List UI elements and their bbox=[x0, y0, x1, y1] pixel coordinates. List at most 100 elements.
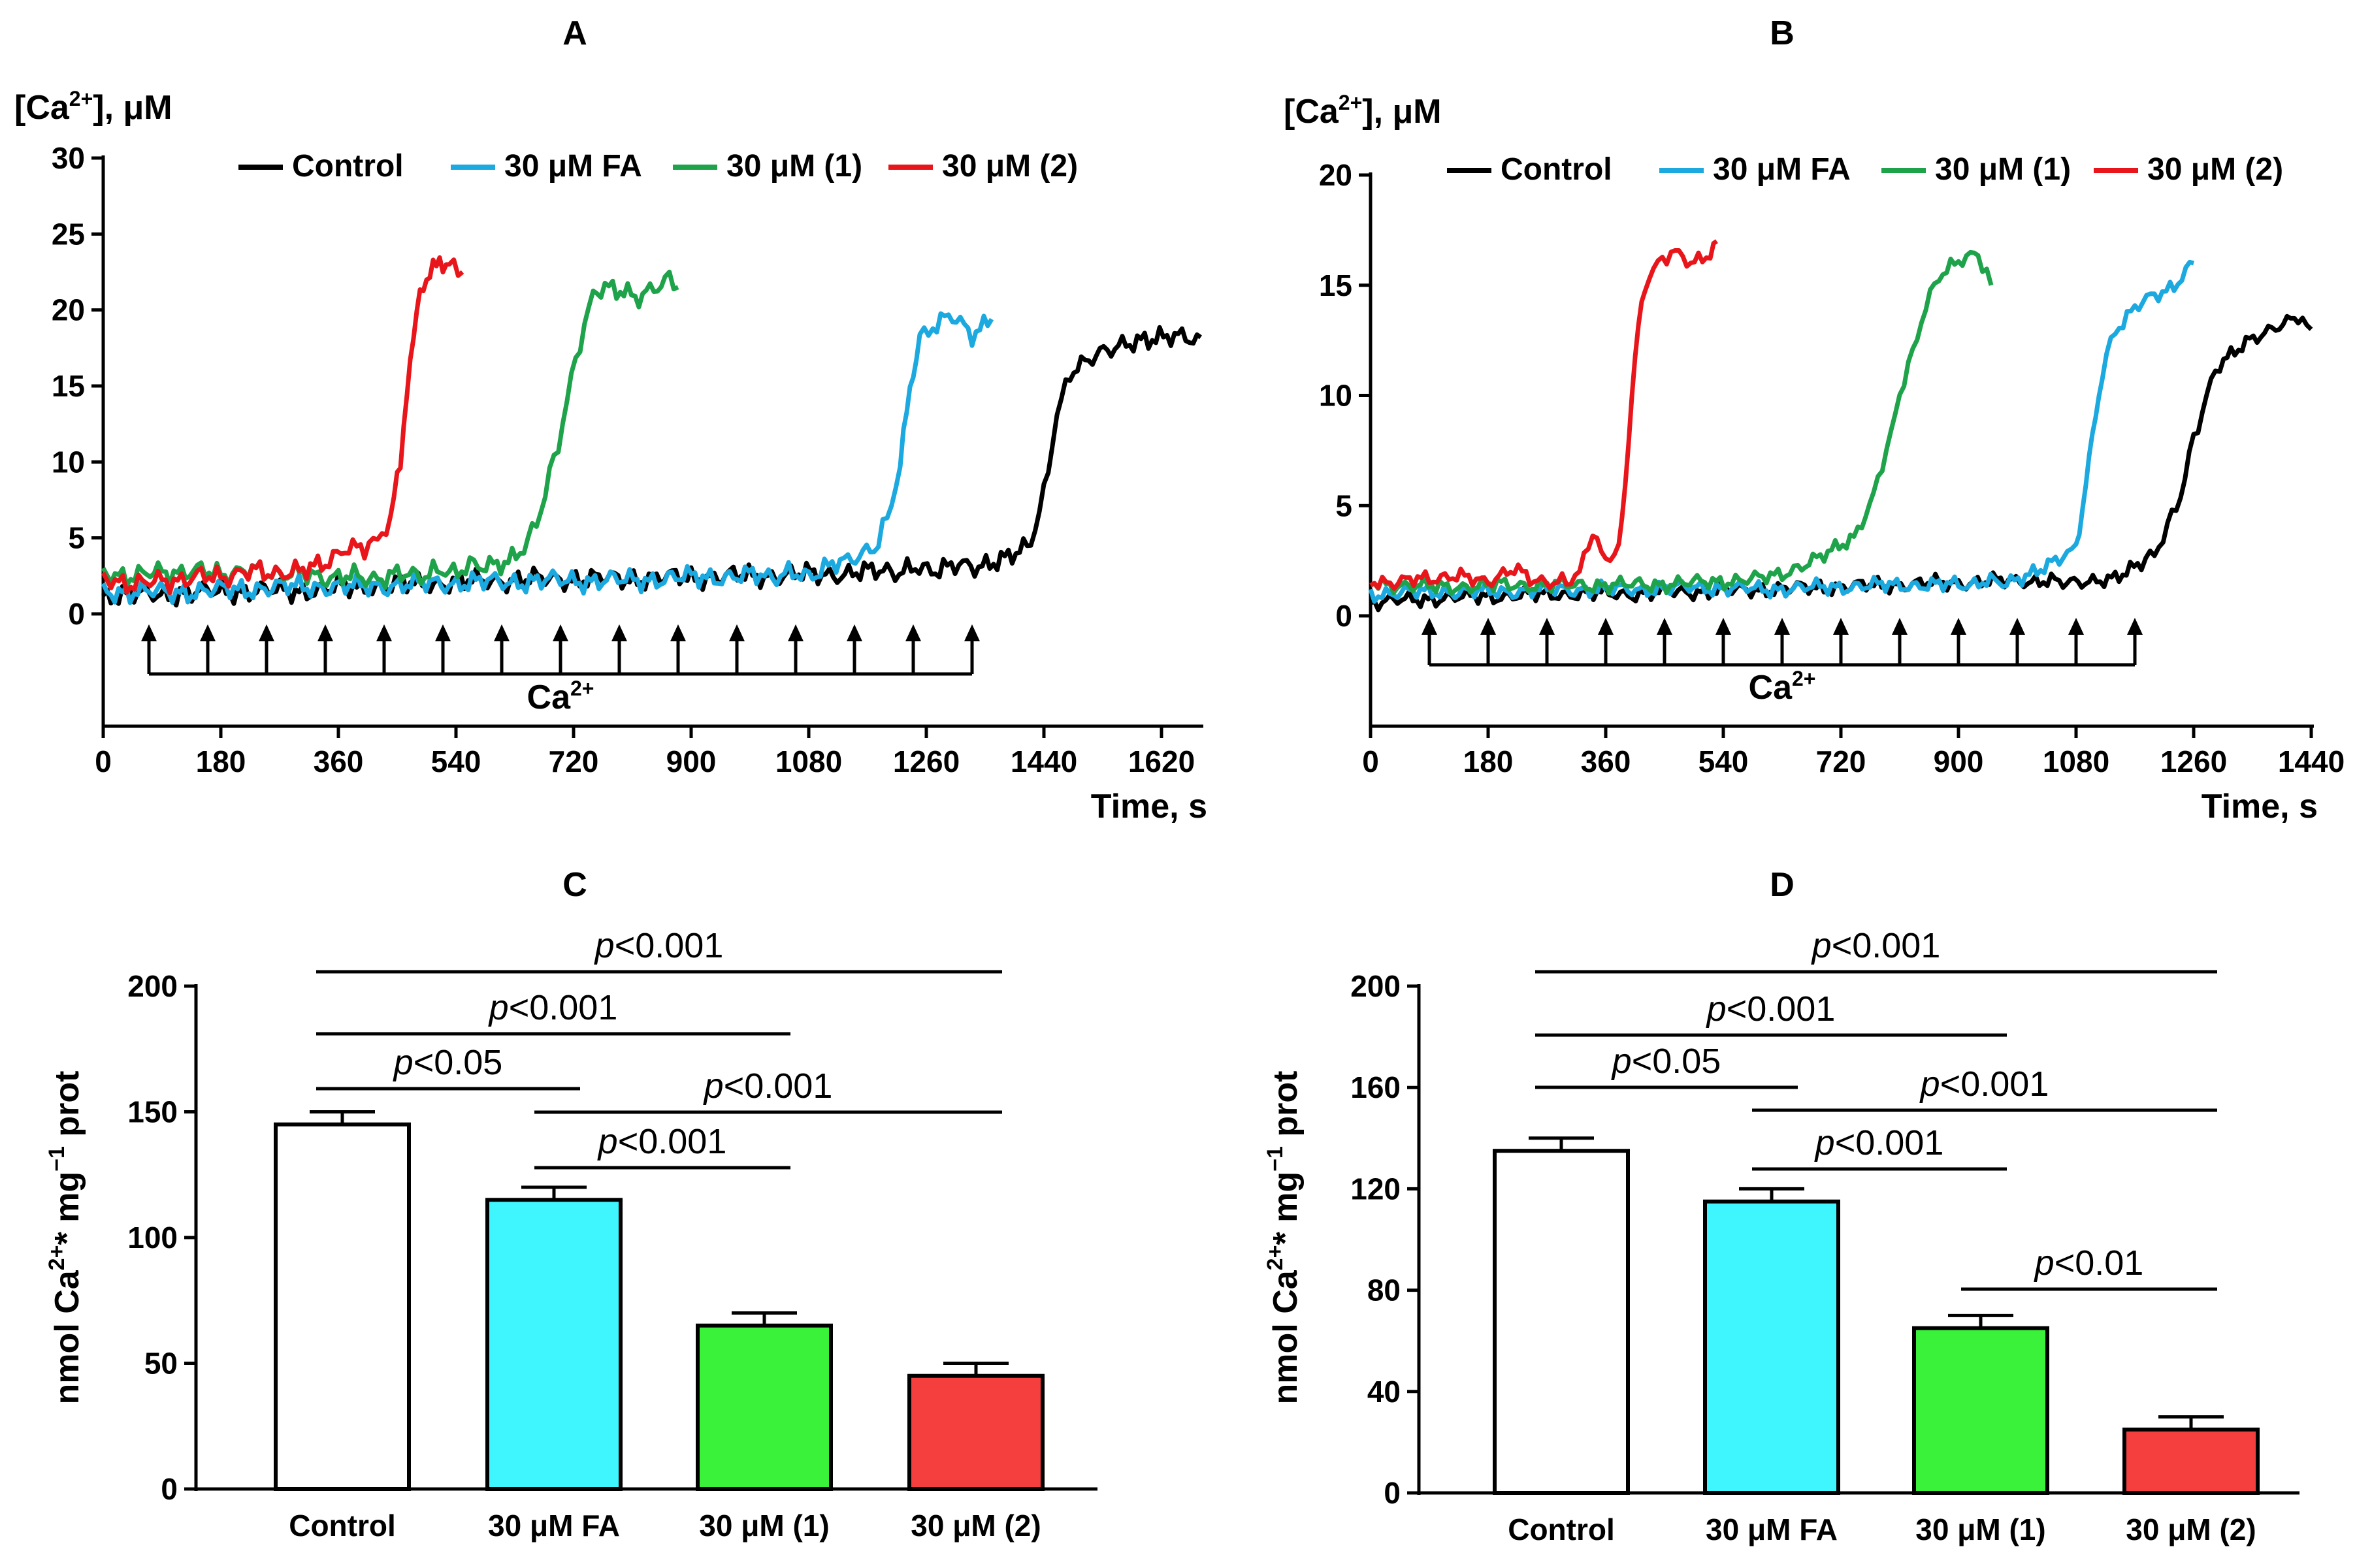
significance-label: p<0.001 bbox=[1814, 1123, 1944, 1162]
x-category-label: 30 μM FA bbox=[1706, 1512, 1838, 1546]
sig-p: p bbox=[703, 1066, 724, 1106]
trace-control bbox=[1369, 313, 2313, 613]
x-tick-label: 720 bbox=[1816, 744, 1866, 778]
x-tick-label: 1260 bbox=[2160, 744, 2227, 778]
y-tick-label: 150 bbox=[127, 1095, 178, 1129]
y-axis-title-superscript: 2+ bbox=[1339, 91, 1362, 114]
sig-threshold: <0.001 bbox=[724, 1066, 833, 1106]
y-tick-label: 20 bbox=[1319, 158, 1352, 192]
additions-label-part: Ca bbox=[1749, 669, 1793, 707]
sig-threshold: <0.05 bbox=[1632, 1042, 1721, 1081]
addition-arrow-head bbox=[1833, 618, 1849, 635]
addition-arrow-head bbox=[317, 624, 333, 641]
sig-p: p bbox=[597, 1122, 618, 1161]
addition-arrow-head bbox=[1539, 618, 1555, 635]
trace-30-m-fa bbox=[101, 311, 994, 605]
additions-label: Ca2+ bbox=[527, 677, 594, 716]
x-tick-label: 1620 bbox=[1128, 744, 1195, 778]
y-axis-title-superscript: 2+ bbox=[44, 1245, 69, 1271]
y-tick-label: 30 bbox=[52, 141, 85, 175]
significance-label: p<0.01 bbox=[2034, 1243, 2144, 1283]
y-axis-title-part: prot bbox=[1267, 1071, 1305, 1147]
legend-label: Control bbox=[1501, 152, 1612, 187]
x-tick-label: 1440 bbox=[1011, 744, 1077, 778]
y-axis-title-part: [Ca bbox=[1284, 93, 1339, 131]
sig-p: p bbox=[1814, 1123, 1835, 1162]
bar-2 bbox=[1912, 1326, 2049, 1496]
bar-2 bbox=[696, 1323, 833, 1491]
x-tick-label: 1080 bbox=[775, 744, 842, 778]
x-tick-label: 360 bbox=[1581, 744, 1631, 778]
sig-p: p bbox=[2034, 1243, 2055, 1283]
y-tick-label: 120 bbox=[1350, 1172, 1401, 1206]
y-tick-label: 0 bbox=[161, 1472, 178, 1506]
significance-label: p<0.001 bbox=[1706, 989, 1836, 1029]
additions-label: Ca2+ bbox=[1749, 667, 1816, 707]
y-tick-label: 0 bbox=[1384, 1476, 1401, 1510]
y-tick-label: 40 bbox=[1367, 1375, 1401, 1409]
legend-label: 30 μM (2) bbox=[942, 149, 1078, 184]
addition-arrow-head bbox=[670, 624, 686, 641]
sig-threshold: <0.001 bbox=[618, 1122, 727, 1161]
legend-label: 30 μM (1) bbox=[726, 149, 862, 184]
addition-arrow-head bbox=[1951, 618, 1966, 635]
x-axis-title: Time, s bbox=[2201, 788, 2318, 825]
y-axis-title: [Ca2+], μM bbox=[1284, 91, 1442, 131]
bar-3 bbox=[2122, 1428, 2260, 1495]
bar-1 bbox=[1703, 1199, 1840, 1496]
addition-arrow-head bbox=[435, 624, 451, 641]
x-category-label: 30 μM (1) bbox=[699, 1509, 829, 1543]
y-axis-title-superscript: 2+ bbox=[69, 87, 93, 110]
y-tick-label: 160 bbox=[1350, 1070, 1401, 1104]
significance-label: p<0.001 bbox=[1919, 1064, 2049, 1104]
y-axis-title-part: ], μM bbox=[1362, 93, 1441, 131]
addition-arrow-head bbox=[1480, 618, 1496, 635]
sig-threshold: <0.001 bbox=[1832, 926, 1941, 965]
sig-p: p bbox=[1919, 1064, 1940, 1104]
trace-30-m-1- bbox=[1369, 249, 1994, 596]
addition-arrow-head bbox=[1422, 618, 1437, 635]
bar-1 bbox=[485, 1198, 623, 1491]
addition-arrow-head bbox=[1715, 618, 1731, 635]
addition-arrow-head bbox=[200, 624, 216, 641]
legend-label: 30 μM (2) bbox=[2147, 152, 2283, 187]
significance-label: p<0.001 bbox=[594, 926, 724, 965]
additions-label-part: Ca bbox=[527, 679, 572, 716]
trace-30-m-1- bbox=[101, 269, 679, 590]
addition-arrow-head bbox=[905, 624, 921, 641]
y-axis-title-superscript: −1 bbox=[44, 1146, 69, 1172]
y-tick-label: 200 bbox=[127, 969, 178, 1003]
x-tick-label: 360 bbox=[314, 744, 364, 778]
significance-label: p<0.001 bbox=[703, 1066, 833, 1106]
y-axis-title-part: nmol Ca bbox=[48, 1270, 86, 1404]
y-tick-label: 200 bbox=[1350, 969, 1401, 1003]
panel-title: D bbox=[1770, 866, 1795, 904]
sig-threshold: <0.001 bbox=[1940, 1064, 2049, 1104]
y-tick-label: 10 bbox=[52, 445, 85, 479]
y-axis-title-part: ], μM bbox=[93, 89, 172, 127]
legend-label: 30 μM FA bbox=[504, 149, 642, 184]
legend-label: Control bbox=[292, 149, 404, 184]
sig-p: p bbox=[1611, 1042, 1632, 1081]
addition-arrow-head bbox=[2068, 618, 2084, 635]
y-axis-title-superscript: −1 bbox=[1263, 1146, 1288, 1172]
legend-label: 30 μM (1) bbox=[1935, 152, 2071, 187]
x-category-label: 30 μM (1) bbox=[1915, 1512, 2045, 1546]
sig-p: p bbox=[1706, 989, 1727, 1029]
trace-control bbox=[101, 325, 1203, 608]
significance-label: p<0.05 bbox=[393, 1043, 503, 1082]
addition-arrow-head bbox=[847, 624, 862, 641]
addition-arrow-head bbox=[964, 624, 980, 641]
y-axis-title: nmol Ca2+* mg−1 prot bbox=[44, 1071, 86, 1405]
legend-label: 30 μM FA bbox=[1713, 152, 1851, 187]
addition-arrow-head bbox=[1598, 618, 1614, 635]
x-tick-label: 900 bbox=[1934, 744, 1984, 778]
x-tick-label: 1440 bbox=[2278, 744, 2345, 778]
y-axis-title: nmol Ca2+* mg−1 prot bbox=[1263, 1071, 1305, 1405]
x-tick-label: 0 bbox=[95, 744, 112, 778]
y-tick-label: 10 bbox=[1319, 379, 1352, 413]
